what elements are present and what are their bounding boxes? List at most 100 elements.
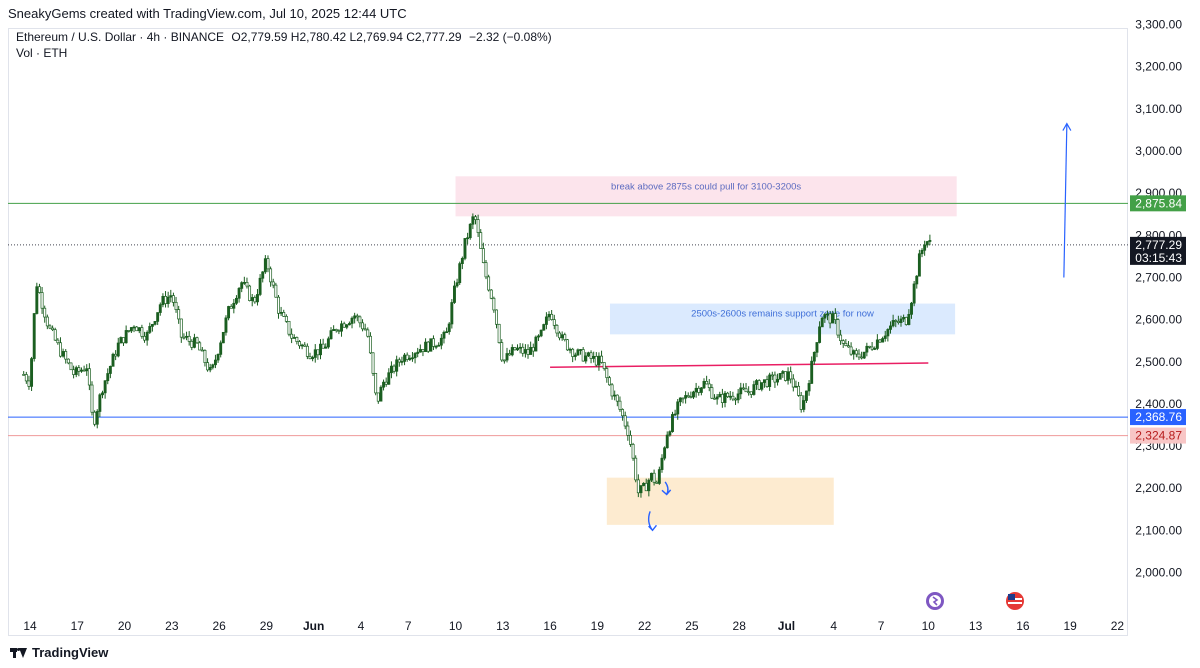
candle-body <box>579 349 582 351</box>
candle <box>145 330 149 346</box>
candle <box>720 388 724 408</box>
candle-body <box>558 332 561 339</box>
candle <box>755 379 758 390</box>
candle-body <box>925 241 929 246</box>
candle-body <box>219 342 223 355</box>
us-flag-icon[interactable] <box>1006 592 1024 610</box>
candle-body <box>818 326 822 343</box>
candle <box>474 214 477 225</box>
candle <box>190 339 194 351</box>
candle-body <box>752 384 756 395</box>
candle-body <box>279 312 283 314</box>
candle <box>762 379 766 388</box>
candle-body <box>303 344 307 347</box>
candle <box>232 298 236 314</box>
candle-body <box>636 479 640 494</box>
candle-body <box>416 351 420 354</box>
candle <box>358 315 362 328</box>
candle <box>43 305 47 323</box>
candle-body <box>395 359 399 372</box>
dividend-event-icon[interactable] <box>926 592 944 610</box>
candle-body <box>618 400 622 410</box>
candle-body <box>631 444 635 459</box>
candle-body <box>744 388 748 393</box>
target-arrow-head <box>1062 122 1072 131</box>
candle-body <box>881 338 885 343</box>
candle-body <box>405 354 409 360</box>
candle <box>466 232 470 245</box>
candle <box>164 291 167 308</box>
candle <box>124 325 128 344</box>
candle-body <box>710 387 714 399</box>
candle-body <box>311 357 315 360</box>
candle <box>439 334 443 350</box>
candle-body <box>689 396 693 399</box>
candle <box>292 334 296 339</box>
candle-body <box>213 359 217 366</box>
candle-body <box>889 325 892 330</box>
candle-body <box>686 395 690 398</box>
candle <box>529 341 533 355</box>
volume-label[interactable]: Vol · ETH <box>16 46 68 60</box>
candle-body <box>182 336 186 339</box>
y-tick-label: 2,600.00 <box>1135 313 1182 327</box>
candle <box>69 362 73 371</box>
candle <box>623 411 627 430</box>
candle-body <box>917 253 921 277</box>
candle <box>875 334 879 351</box>
candle <box>660 454 664 473</box>
candle <box>66 358 70 365</box>
candle <box>752 380 756 396</box>
candle-body <box>555 324 559 334</box>
candle <box>849 342 853 356</box>
candle-body <box>802 400 806 410</box>
candle <box>347 321 351 326</box>
candle <box>881 336 885 343</box>
candle <box>865 342 869 357</box>
candle-body <box>432 338 435 347</box>
candle-body <box>466 237 470 240</box>
candle <box>421 349 425 357</box>
candle-body <box>804 390 808 401</box>
candle <box>329 327 333 340</box>
candle-body <box>539 329 543 337</box>
candle <box>915 275 919 289</box>
chart-frame[interactable] <box>8 28 1128 636</box>
candle-body <box>791 378 795 388</box>
candle <box>198 340 202 351</box>
symbol-label[interactable]: Ethereum / U.S. Dollar · 4h · BINANCE <box>16 30 225 44</box>
candle-body <box>392 365 396 372</box>
candle-body <box>319 343 322 356</box>
candle <box>153 320 157 326</box>
candle-body <box>208 367 212 371</box>
candle-body <box>116 342 120 357</box>
candle-body <box>594 356 598 366</box>
candle-body <box>529 347 533 355</box>
candle <box>820 316 824 328</box>
price-lines-layer <box>8 122 1128 532</box>
candle-body <box>353 315 357 319</box>
candle <box>560 331 564 341</box>
current-price-label: 2,777.29 <box>1135 238 1182 252</box>
candle <box>150 323 154 332</box>
low-arrow-2 <box>661 481 672 496</box>
candle <box>340 320 343 337</box>
candle <box>32 313 36 362</box>
candle <box>707 379 711 392</box>
candle-body <box>847 345 850 348</box>
resistance-zone-label: break above 2875s could pull for 3100-32… <box>611 181 801 192</box>
candle <box>626 421 630 441</box>
candle-body <box>408 357 412 360</box>
candle <box>384 377 388 387</box>
candle <box>678 397 682 407</box>
candle <box>224 315 228 336</box>
candle-body <box>468 223 472 239</box>
candle-body <box>505 353 509 361</box>
candle <box>487 274 491 292</box>
candle-body <box>90 384 94 413</box>
candle <box>894 319 898 328</box>
x-tick-label: 13 <box>969 619 983 633</box>
candle <box>650 472 653 482</box>
candle <box>618 396 622 412</box>
